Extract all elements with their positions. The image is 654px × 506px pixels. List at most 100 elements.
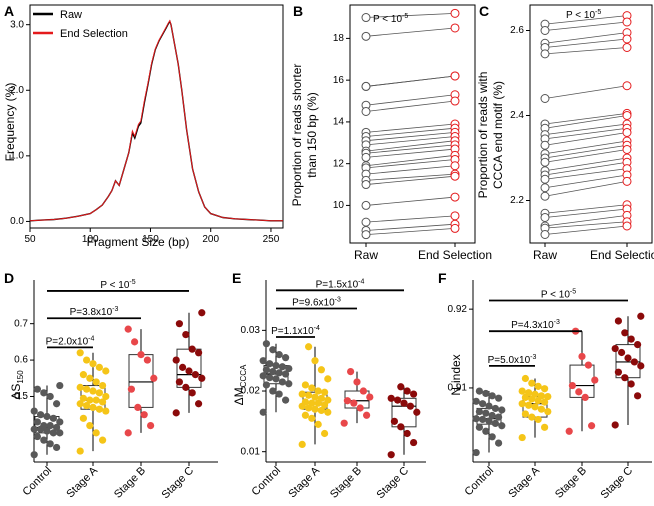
data-point <box>403 387 411 395</box>
data-point <box>259 357 267 365</box>
data-point <box>353 378 361 386</box>
pair-line <box>544 38 628 48</box>
data-point <box>37 411 45 419</box>
y-tick-label: 2.6 <box>510 25 524 36</box>
data-point <box>565 427 573 435</box>
data-point <box>531 403 539 411</box>
data-point <box>314 420 322 428</box>
panel-a: A 50 100 150 200 250 0.0 1.0 2.0 3.0 Fragment Si… <box>3 3 284 249</box>
data-point <box>498 406 506 414</box>
panel-b: B 10 12 14 16 18 Raw End Selection Proportion … <box>290 3 492 262</box>
data-point <box>475 387 483 395</box>
data-point <box>624 354 632 362</box>
point-raw <box>540 157 550 167</box>
panel-b-letter: B <box>293 3 303 19</box>
data-point <box>298 440 306 449</box>
data-point <box>179 363 187 371</box>
data-point <box>269 346 277 354</box>
data-point <box>308 384 316 392</box>
point-end-selection <box>622 34 632 44</box>
data-point <box>406 402 414 410</box>
pair-line <box>544 140 628 155</box>
point-end-selection <box>450 23 460 33</box>
y-tick-label: 0.01 <box>241 446 261 457</box>
pair-line <box>544 144 628 159</box>
pair-line <box>544 85 628 99</box>
data-point <box>33 418 42 426</box>
data-point <box>311 405 319 413</box>
y-tick-label: 1.0 <box>10 150 24 161</box>
y-tick-label: 0.03 <box>241 325 261 336</box>
data-point <box>99 436 107 444</box>
data-point <box>488 411 496 420</box>
y-tick-label: 0.6 <box>14 355 28 366</box>
data-point <box>394 396 402 404</box>
data-point <box>147 422 155 430</box>
pair-line <box>365 173 456 181</box>
data-point <box>400 399 408 407</box>
data-point <box>324 375 332 383</box>
point-raw <box>361 217 371 227</box>
pair-line <box>365 227 456 236</box>
data-point <box>317 394 325 402</box>
data-point <box>584 361 593 369</box>
data-point <box>397 383 405 391</box>
panel-c-plot: 2.2 2.4 2.6 Raw End Selection <box>510 4 654 262</box>
y-tick-label: 0.5 <box>14 391 28 402</box>
data-point <box>262 381 270 389</box>
pair-line <box>365 154 456 167</box>
data-point <box>611 421 619 429</box>
panel-b-ylabel-line1: Proportion of reads shorter <box>290 64 304 207</box>
significance-label: P=9.6x10-3 <box>292 297 341 309</box>
data-point <box>79 414 87 422</box>
data-point <box>46 440 54 448</box>
data-point <box>568 381 577 390</box>
point-raw <box>540 26 550 35</box>
data-point <box>259 408 267 416</box>
data-point <box>534 382 542 390</box>
pair-line <box>544 15 628 25</box>
point-end-selection <box>450 161 460 171</box>
pair-line <box>365 175 456 185</box>
pair-line <box>365 100 456 112</box>
data-point <box>528 413 536 421</box>
y-tick-label: 0.02 <box>241 386 261 397</box>
data-point <box>86 374 94 382</box>
data-point <box>285 364 293 373</box>
data-point <box>99 381 107 390</box>
data-point <box>49 429 58 437</box>
panel-b-pvalue: P < 10-5 <box>373 13 408 25</box>
data-point <box>591 376 599 384</box>
data-point <box>43 412 51 421</box>
y-tick-label: 3.0 <box>10 19 24 30</box>
data-point <box>521 410 530 418</box>
point-end-selection <box>622 221 632 231</box>
pair-line <box>544 221 628 229</box>
data-point <box>472 397 480 405</box>
data-point <box>56 418 64 426</box>
pair-line <box>365 75 456 87</box>
data-point <box>172 409 180 417</box>
x-tick-label: Stage B <box>328 465 364 501</box>
data-point <box>324 396 332 404</box>
significance-label: P=1.5x10-4 <box>316 278 365 290</box>
pair-line <box>365 27 456 37</box>
data-point <box>143 356 151 364</box>
y-tick-label: 0.7 <box>14 318 28 329</box>
x-tick-label: 200 <box>202 234 219 245</box>
data-point <box>56 429 64 437</box>
data-point <box>172 356 180 364</box>
data-point <box>356 404 364 412</box>
data-point <box>282 370 290 378</box>
series-line-end-selection <box>29 19 283 222</box>
data-point <box>102 407 110 415</box>
point-end-selection <box>622 176 632 186</box>
data-point <box>188 345 196 353</box>
x-tick-label: End Selection <box>590 248 654 262</box>
point-end-selection <box>450 223 460 233</box>
panel-b-plot: 10 12 14 16 18 Raw End Selection <box>333 4 492 262</box>
panel-a-ylabel: Frequency (%) <box>3 83 17 162</box>
data-point <box>76 400 84 408</box>
data-point <box>269 368 277 376</box>
point-end-selection <box>622 81 632 91</box>
